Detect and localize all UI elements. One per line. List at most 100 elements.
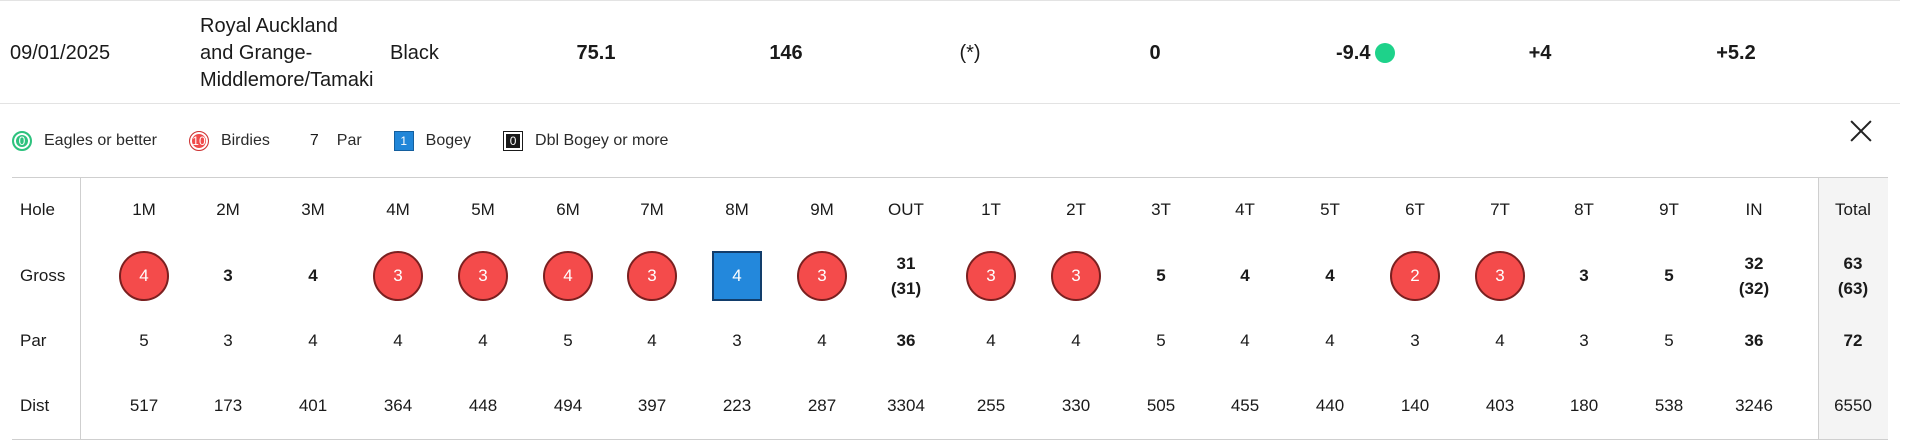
dist-row: Dist 517 173 401 364 448 494 397 223 287 3304 255 3… [12, 374, 1888, 438]
legend-par: 7 Par [302, 131, 362, 151]
birdie-score-marker: 3 [1475, 251, 1525, 301]
close-icon[interactable] [1846, 116, 1876, 146]
differential-value: -9.4 [1336, 41, 1371, 64]
scorecard-table: Hole 1M 2M 3M 4M 5M 6M 7M 8M 9M OUT 1T 2T 3T 4T 5T 6T 7T… [12, 177, 1888, 440]
legend-bogey: 1 Bogey [393, 131, 472, 151]
par-marker-icon: 7 [309, 132, 319, 149]
gross-cell: 5 [1156, 266, 1166, 285]
legend-double-bogey-label: Dbl Bogey or more [535, 132, 669, 149]
dist-cell: 538 [1654, 396, 1684, 415]
hole-cell: 5T [1320, 200, 1340, 219]
hole-cell: 9T [1659, 200, 1679, 219]
hole-cell: 5M [471, 200, 495, 219]
gross-cell: 2 [1380, 244, 1450, 308]
hole-row: Hole 1M 2M 3M 4M 5M 6M 7M 8M 9M OUT 1T 2T 3T 4T 5T 6T 7T… [12, 178, 1888, 242]
dist-cell: 6550 [1834, 396, 1872, 415]
slope-rating: 146 [769, 41, 803, 64]
par-cell: 72 [1843, 331, 1863, 350]
label-column-divider [80, 178, 81, 439]
gross-cell: 3 [617, 244, 687, 308]
legend-eagles-label: Eagles or better [44, 132, 157, 149]
hole-cell: IN [1745, 200, 1763, 219]
flag-marker: (*) [959, 41, 981, 64]
par-cell: 3 [1410, 331, 1420, 350]
dist-cell: 364 [383, 396, 413, 415]
gross-cell: 4 [308, 266, 318, 285]
gross-cell: 31 (31) [890, 254, 922, 298]
par-cell: 3 [223, 331, 233, 350]
birdie-score-marker: 3 [373, 251, 423, 301]
birdie-score-marker: 4 [119, 251, 169, 301]
hole-cell: 1T [981, 200, 1001, 219]
birdie-score-marker: 3 [627, 251, 677, 301]
gross-cell: 5 [1664, 266, 1674, 285]
tee-name: Black [390, 41, 439, 64]
differential-status-dot [1375, 43, 1396, 63]
gross-row: Gross 4 3 4 3 3 4 3 4 3 31 (31) 3 3 5 4 4 2 3 3 5 32 (32) 63… [12, 244, 1888, 308]
dist-cell: 397 [637, 396, 667, 415]
dist-cell: 173 [213, 396, 243, 415]
par-cell: 4 [393, 331, 403, 350]
adjustment-value: +4 [1528, 41, 1552, 64]
hole-cell: 7T [1490, 200, 1510, 219]
gross-cell: 3 [448, 244, 518, 308]
par-cell: 3 [1579, 331, 1589, 350]
round-summary-row[interactable]: 09/01/2025 Royal Auckland and Grange- Mi… [0, 0, 1900, 104]
gross-cell: 63 (63) [1837, 254, 1869, 298]
gross-cell: 4 [1240, 266, 1250, 285]
gross-cell: 4 [109, 244, 179, 308]
gross-cell: 3 [363, 244, 433, 308]
hole-cell: 8T [1574, 200, 1594, 219]
pcc-value: 0 [1149, 41, 1161, 64]
birdie-score-marker: 2 [1390, 251, 1440, 301]
par-cell: 5 [1664, 331, 1674, 350]
dist-cell: 494 [553, 396, 583, 415]
par-cell: 4 [478, 331, 488, 350]
dist-cell: 3246 [1735, 396, 1773, 415]
gross-cell: 4 [1325, 266, 1335, 285]
par-cell: 36 [1744, 331, 1764, 350]
bogey-score-marker: 4 [712, 251, 762, 301]
hole-cell: 9M [810, 200, 834, 219]
dist-cell: 287 [807, 396, 837, 415]
par-cell: 4 [986, 331, 996, 350]
hole-cell: 1M [132, 200, 156, 219]
dist-cell: 403 [1485, 396, 1515, 415]
course-name: Royal Auckland and Grange- Middlemore/Ta… [200, 14, 374, 91]
dist-cell: 517 [129, 396, 159, 415]
birdie-score-marker: 3 [1051, 251, 1101, 301]
legend-bogey-label: Bogey [425, 132, 472, 149]
par-row-label: Par [20, 331, 47, 350]
par-cell: 4 [1325, 331, 1335, 350]
dist-cell: 255 [976, 396, 1006, 415]
birdie-marker-icon: 10 [188, 131, 209, 151]
score-legend: 0 Eagles or better 10 Birdies 7 Par 1 Bo… [12, 128, 700, 154]
hole-cell: 7M [640, 200, 664, 219]
par-cell: 4 [817, 331, 827, 350]
legend-eagles: 0 Eagles or better [12, 131, 157, 151]
gross-cell: 3 [956, 244, 1026, 308]
index-change: +5.2 [1716, 41, 1756, 64]
gross-cell: 4 [533, 244, 603, 308]
dist-cell: 401 [298, 396, 328, 415]
birdie-score-marker: 4 [543, 251, 593, 301]
par-row: Par 5 3 4 4 4 5 4 3 4 36 4 4 5 4 4 3 4 3 5 36 72 [12, 309, 1888, 373]
round-date: 09/01/2025 [10, 41, 111, 64]
hole-cell: 3T [1151, 200, 1171, 219]
gross-cell: 3 [1041, 244, 1111, 308]
dist-cell: 455 [1230, 396, 1260, 415]
dist-cell: 448 [468, 396, 498, 415]
par-cell: 4 [1071, 331, 1081, 350]
par-cell: 4 [1240, 331, 1250, 350]
gross-cell: 4 [702, 244, 772, 308]
dist-cell: 180 [1569, 396, 1599, 415]
hole-cell: 3M [301, 200, 325, 219]
hole-cell: 4T [1235, 200, 1255, 219]
hole-cell: 6M [556, 200, 580, 219]
gross-cell: 3 [1579, 266, 1589, 285]
course-rating: 75.1 [576, 41, 616, 64]
par-cell: 4 [647, 331, 657, 350]
legend-double-bogey: 0 Dbl Bogey or more [503, 131, 668, 151]
total-column-divider [1818, 178, 1819, 439]
hole-cell: 8M [725, 200, 749, 219]
